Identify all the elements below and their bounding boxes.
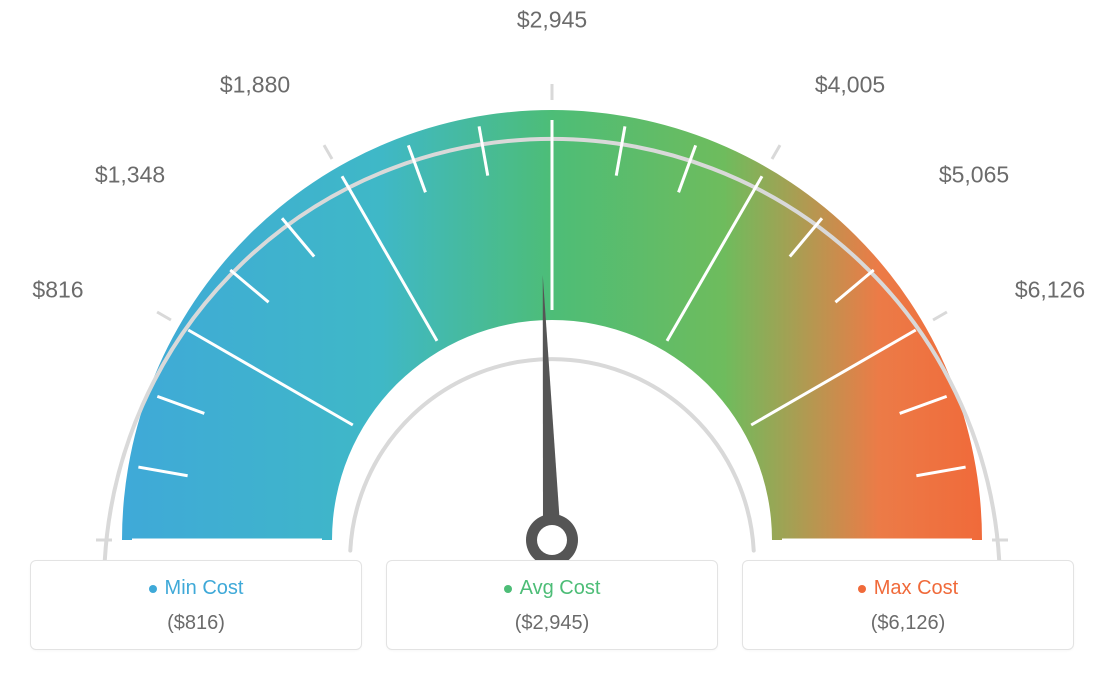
gauge-tick-label: $2,945 [517,7,587,34]
dot-icon [504,585,512,593]
legend-card-min: Min Cost ($816) [30,560,362,650]
legend-title-label: Avg Cost [520,577,601,600]
legend-card-max: Max Cost ($6,126) [742,560,1074,650]
legend-title-min: Min Cost [149,577,244,600]
dot-icon [149,585,157,593]
legend-title-max: Max Cost [858,577,958,600]
legend-card-avg: Avg Cost ($2,945) [386,560,718,650]
gauge-tick-label: $1,880 [220,72,290,99]
legend-value-max: ($6,126) [743,612,1073,635]
cost-gauge-widget: $816 $1,348 $1,880 $2,945 $4,005 $5,065 $6,126… [0,0,1104,680]
legend-title-avg: Avg Cost [504,577,601,600]
gauge-tick-label: $816 [32,277,83,304]
gauge-tick-label: $6,126 [1015,277,1085,304]
legend-row: Min Cost ($816) Avg Cost ($2,945) Max Co… [0,560,1104,680]
gauge-tick-label: $4,005 [815,72,885,99]
gauge-area: $816 $1,348 $1,880 $2,945 $4,005 $5,065 $6,126 [0,0,1104,560]
dot-icon [858,585,866,593]
gauge-tick-label: $1,348 [95,162,165,189]
legend-value-min: ($816) [31,612,361,635]
gauge-tick-label: $5,065 [939,162,1009,189]
gauge-svg [0,0,1104,560]
legend-value-avg: ($2,945) [387,612,717,635]
legend-title-label: Max Cost [874,577,958,600]
legend-title-label: Min Cost [165,577,244,600]
